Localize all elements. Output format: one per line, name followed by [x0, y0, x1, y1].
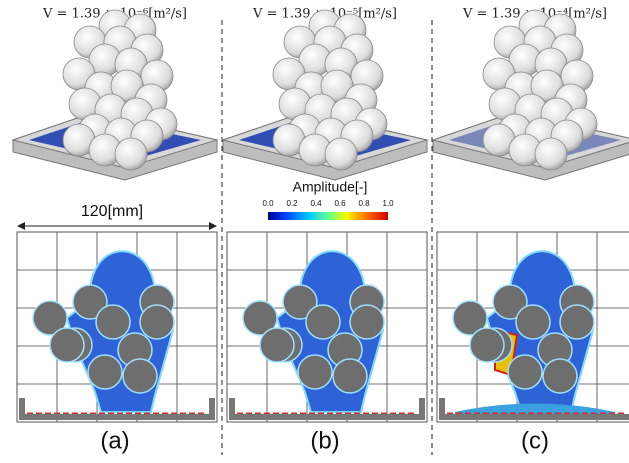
obstacle: [260, 328, 294, 362]
panel: V = 1.39 × 10⁻⁵[m²/s](b): [223, 7, 427, 455]
colorbar-tick-label: 0.6: [334, 199, 346, 208]
colorbar-title: Amplitude[-]: [293, 179, 368, 195]
panel: V = 1.39 × 10⁻⁴[m²/s](c): [433, 7, 629, 455]
scale-label: 120[mm]: [81, 203, 143, 220]
obstacle: [298, 355, 332, 389]
obstacle: [50, 328, 84, 362]
obstacle: [333, 359, 367, 393]
sphere: [535, 138, 567, 170]
sphere: [325, 138, 357, 170]
obstacle: [306, 305, 340, 339]
obstacle: [88, 355, 122, 389]
colorbar: [268, 212, 388, 220]
colorbar-tick-label: 0.8: [358, 199, 370, 208]
caption: (c): [521, 427, 549, 454]
figure: V = 1.39 × 10⁻⁶[m²/s](a)V = 1.39 × 10⁻⁵[…: [0, 0, 629, 463]
sphere: [115, 138, 147, 170]
caption: (a): [100, 427, 129, 454]
obstacle: [470, 328, 504, 362]
panel: V = 1.39 × 10⁻⁶[m²/s](a): [13, 7, 217, 455]
obstacle: [140, 305, 174, 339]
obstacle: [96, 305, 130, 339]
obstacle: [543, 359, 577, 393]
obstacle: [350, 305, 384, 339]
obstacle: [560, 305, 594, 339]
colorbar-tick-label: 0.0: [262, 199, 274, 208]
obstacle: [123, 359, 157, 393]
caption: (b): [310, 427, 339, 454]
colorbar-tick-label: 0.4: [310, 199, 322, 208]
obstacle: [516, 305, 550, 339]
obstacle: [508, 355, 542, 389]
colorbar-tick-label: 1.0: [382, 199, 394, 208]
colorbar-tick-label: 0.2: [286, 199, 298, 208]
